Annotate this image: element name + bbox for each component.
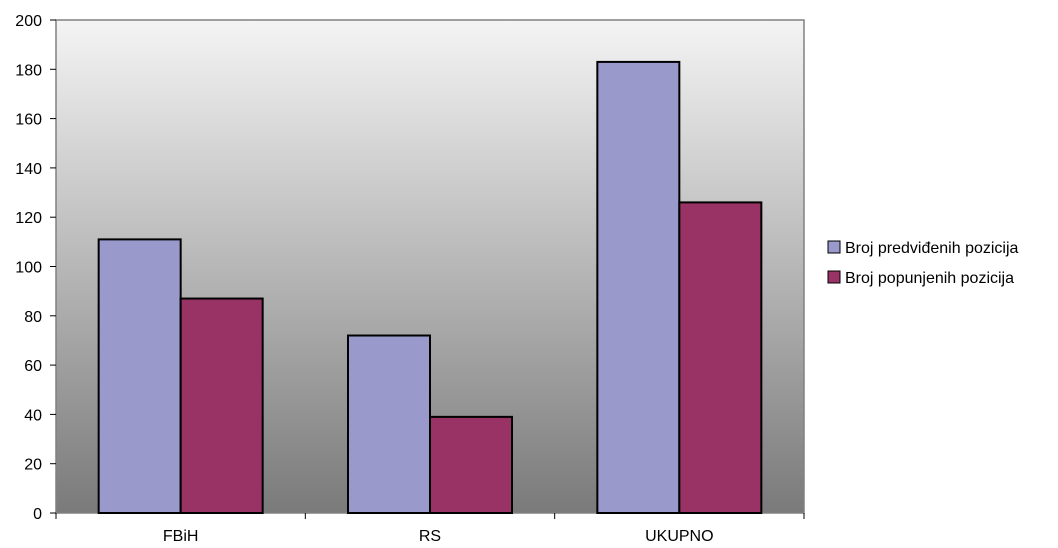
x-axis-categories: FBiH RS UKUPNO — [55, 513, 805, 545]
y-tick-label: 140 — [15, 161, 42, 178]
y-axis-ticks: 0 20 40 60 80 100 120 140 160 180 200 — [15, 13, 56, 523]
y-tick-label: 100 — [15, 260, 42, 277]
y-tick-label: 180 — [15, 62, 42, 79]
y-tick-label: 80 — [24, 309, 42, 326]
y-tick-label: 120 — [15, 210, 42, 227]
legend-label-1: Broj predviđenih pozicija — [845, 240, 1019, 257]
y-tick-label: 60 — [24, 358, 42, 375]
bar-rs-series-2 — [429, 415, 513, 514]
legend: Broj predviđenih pozicija Broj popunjenih… — [827, 240, 1019, 287]
y-tick-label: 0 — [33, 506, 42, 523]
y-tick-label: 40 — [24, 407, 42, 424]
bar-fbih-series-1 — [97, 238, 182, 514]
x-category-label: FBiH — [163, 528, 199, 545]
y-tick-label: 20 — [24, 457, 42, 474]
y-tick-label: 200 — [15, 13, 42, 30]
legend-swatch-2 — [827, 270, 841, 284]
bar-rs-series-1 — [347, 334, 431, 514]
legend-swatch-1 — [827, 240, 841, 254]
bar-ukupno-series-2 — [678, 201, 763, 514]
bar-fbih-series-2 — [179, 297, 264, 515]
y-tick-label: 160 — [15, 112, 42, 129]
legend-label-2: Broj popunjenih pozicija — [845, 270, 1014, 287]
bars — [97, 60, 763, 515]
x-category-label: RS — [419, 528, 441, 545]
x-category-label: UKUPNO — [645, 528, 713, 545]
bar-ukupno-series-1 — [596, 60, 681, 514]
